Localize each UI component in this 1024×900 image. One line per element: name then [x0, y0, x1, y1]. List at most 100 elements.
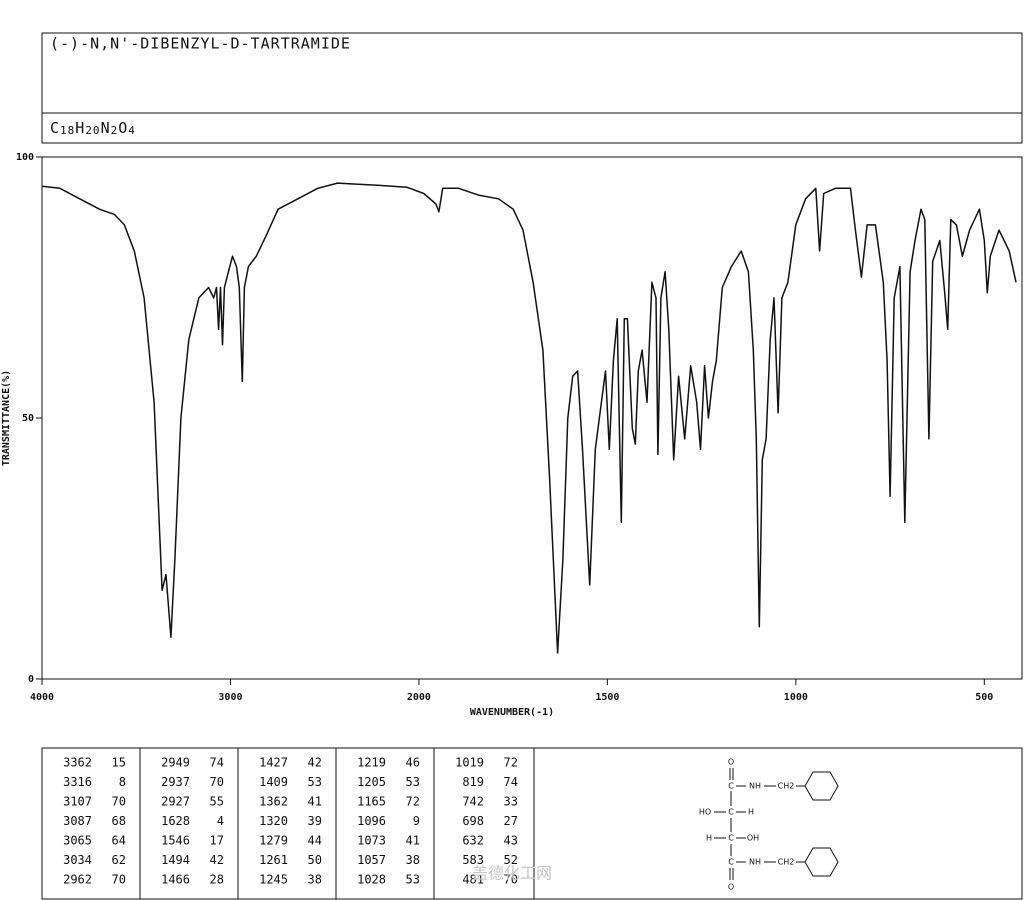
- structure-label: HO: [699, 808, 711, 817]
- peak-transmittance: 50: [308, 853, 322, 867]
- peak-transmittance: 44: [308, 834, 322, 848]
- y-axis-label: TRANSMITTANCE(%): [1, 370, 12, 466]
- structure-label: H: [748, 808, 754, 817]
- peak-wavenumber: 3107: [63, 795, 92, 809]
- peak-transmittance: 53: [308, 775, 322, 789]
- peak-transmittance: 9: [413, 814, 420, 828]
- peak-wavenumber: 583: [462, 853, 484, 867]
- y-tick-label: 50: [22, 413, 34, 424]
- peak-wavenumber: 1466: [161, 873, 190, 887]
- peak-wavenumber: 2949: [161, 756, 190, 770]
- peak-transmittance: 15: [112, 756, 126, 770]
- peak-wavenumber: 1494: [161, 853, 190, 867]
- peak-wavenumber: 742: [462, 795, 484, 809]
- x-tick-label: 500: [975, 692, 993, 703]
- peak-transmittance: 72: [504, 756, 518, 770]
- peak-wavenumber: 1205: [357, 775, 386, 789]
- peak-wavenumber: 3316: [63, 775, 92, 789]
- peak-wavenumber: 1165: [357, 795, 386, 809]
- peak-transmittance: 42: [308, 756, 322, 770]
- structure-label: NH: [749, 858, 761, 867]
- formula-box: [41, 112, 1023, 144]
- peak-transmittance: 28: [210, 873, 224, 887]
- peak-transmittance: 38: [406, 853, 420, 867]
- x-tick-label: 1500: [595, 692, 619, 703]
- peak-transmittance: 41: [308, 795, 322, 809]
- y-tick-label: 0: [28, 674, 34, 685]
- peak-transmittance: 38: [308, 873, 322, 887]
- peak-wavenumber: 2927: [161, 795, 190, 809]
- peak-transmittance: 39: [308, 814, 322, 828]
- peak-wavenumber: 1245: [259, 873, 288, 887]
- structure-label: CH2: [778, 858, 795, 867]
- peak-transmittance: 42: [210, 853, 224, 867]
- structure-label: H: [706, 834, 712, 843]
- peak-transmittance: 46: [406, 756, 420, 770]
- peak-wavenumber: 481: [462, 873, 484, 887]
- peak-transmittance: 41: [406, 834, 420, 848]
- peak-wavenumber: 1057: [357, 853, 386, 867]
- peak-wavenumber: 1073: [357, 834, 386, 848]
- peak-transmittance: 64: [112, 834, 126, 848]
- peak-wavenumber: 1028: [357, 873, 386, 887]
- peak-wavenumber: 698: [462, 814, 484, 828]
- peak-wavenumber: 3034: [63, 853, 92, 867]
- peak-wavenumber: 819: [462, 775, 484, 789]
- peak-transmittance: 55: [210, 795, 224, 809]
- peak-table-box: [41, 747, 1023, 900]
- x-axis-label: WAVENUMBER(-1): [470, 707, 554, 718]
- peak-transmittance: 70: [112, 873, 126, 887]
- peak-wavenumber: 1409: [259, 775, 288, 789]
- x-tick-label: 4000: [30, 692, 54, 703]
- peak-wavenumber: 3065: [63, 834, 92, 848]
- structure-label: C: [728, 834, 734, 843]
- plot-frame: [41, 156, 1023, 680]
- x-tick-label: 2000: [407, 692, 431, 703]
- peak-transmittance: 70: [504, 873, 518, 887]
- peak-wavenumber: 2962: [63, 873, 92, 887]
- peak-transmittance: 52: [504, 853, 518, 867]
- peak-transmittance: 53: [406, 775, 420, 789]
- peak-wavenumber: 1279: [259, 834, 288, 848]
- peak-transmittance: 43: [504, 834, 518, 848]
- peak-wavenumber: 1362: [259, 795, 288, 809]
- x-tick-label: 1000: [784, 692, 808, 703]
- peak-transmittance: 70: [210, 775, 224, 789]
- peak-transmittance: 27: [504, 814, 518, 828]
- peak-transmittance: 8: [119, 775, 126, 789]
- peak-wavenumber: 1019: [455, 756, 484, 770]
- peak-transmittance: 74: [504, 775, 518, 789]
- y-tick-label: 100: [16, 152, 34, 163]
- structure-bonds: [714, 768, 839, 880]
- structure-label: OH: [747, 834, 759, 843]
- peak-wavenumber: 1261: [259, 853, 288, 867]
- structure-label: O: [728, 758, 734, 767]
- peak-transmittance: 72: [406, 795, 420, 809]
- structure-label: C: [728, 858, 734, 867]
- peak-wavenumber: 1096: [357, 814, 386, 828]
- structure-label: C: [728, 782, 734, 791]
- peak-wavenumber: 632: [462, 834, 484, 848]
- peak-wavenumber: 1320: [259, 814, 288, 828]
- structure-label: C: [728, 808, 734, 817]
- peak-transmittance: 62: [112, 853, 126, 867]
- peak-wavenumber: 1219: [357, 756, 386, 770]
- peak-wavenumber: 1427: [259, 756, 288, 770]
- structure-label: CH2: [778, 782, 795, 791]
- peak-transmittance: 17: [210, 834, 224, 848]
- x-tick-label: 3000: [218, 692, 242, 703]
- peak-wavenumber: 3362: [63, 756, 92, 770]
- peak-transmittance: 33: [504, 795, 518, 809]
- structure-label: O: [728, 883, 734, 892]
- peak-wavenumber: 3087: [63, 814, 92, 828]
- spectrum-line: [41, 182, 1017, 654]
- peak-wavenumber: 1546: [161, 834, 190, 848]
- peak-transmittance: 53: [406, 873, 420, 887]
- structure-label: NH: [749, 782, 761, 791]
- peak-transmittance: 4: [217, 814, 224, 828]
- peak-transmittance: 68: [112, 814, 126, 828]
- peak-wavenumber: 2937: [161, 775, 190, 789]
- formula: C18H20N2O4: [50, 119, 136, 138]
- peak-transmittance: 74: [210, 756, 224, 770]
